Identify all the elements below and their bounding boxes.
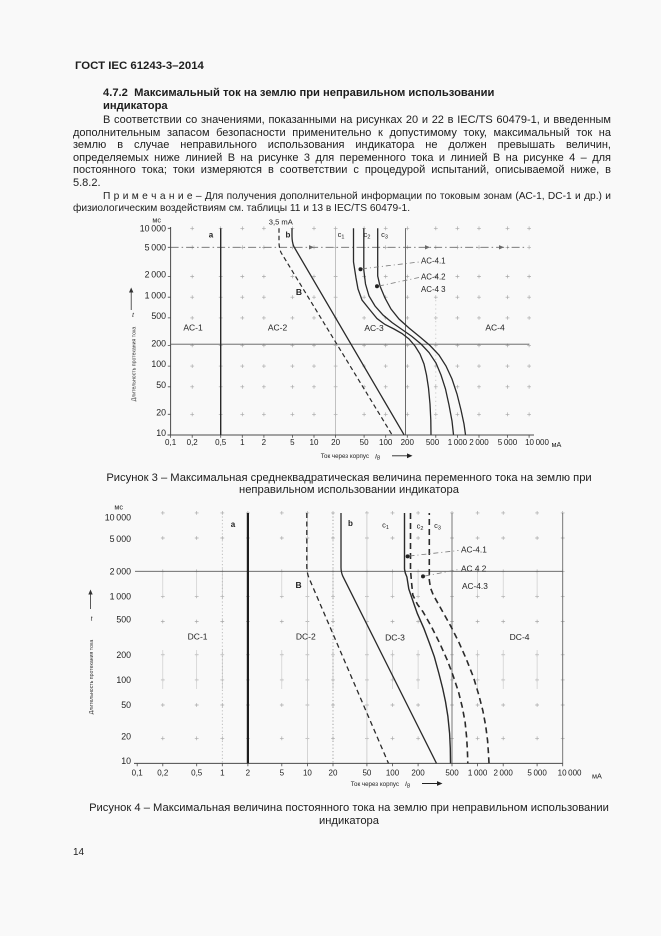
svg-text:B: B	[296, 287, 302, 297]
svg-text:мА: мА	[592, 771, 602, 780]
svg-text:50: 50	[156, 380, 166, 390]
svg-text:c2: c2	[364, 230, 371, 241]
svg-text:2 000: 2 000	[469, 438, 489, 447]
svg-text:1: 1	[220, 768, 225, 777]
svg-text:AC 4 2: AC 4 2	[461, 563, 487, 573]
svg-text:1 000: 1 000	[145, 290, 166, 300]
svg-text:500: 500	[116, 615, 131, 625]
svg-text:5 000: 5 000	[498, 438, 518, 447]
svg-text:50: 50	[362, 768, 371, 777]
svg-text:AC-2: AC-2	[268, 323, 288, 333]
svg-text:20: 20	[329, 768, 338, 777]
svg-text:t: t	[132, 312, 135, 319]
svg-text:3,5 mA: 3,5 mA	[269, 218, 294, 227]
svg-text:DC-3: DC-3	[385, 633, 405, 643]
svg-text:a: a	[231, 520, 236, 529]
svg-text:AC-3: AC-3	[364, 323, 384, 333]
svg-text:100: 100	[116, 675, 131, 685]
svg-text:1 000: 1 000	[110, 592, 131, 602]
svg-text:5 000: 5 000	[145, 242, 166, 252]
svg-text:c1: c1	[338, 230, 345, 241]
svg-text:5 000: 5 000	[110, 534, 131, 544]
svg-text:c3: c3	[434, 521, 441, 532]
svg-text:2 000: 2 000	[493, 768, 513, 777]
svg-text:500: 500	[151, 311, 166, 321]
svg-text:2: 2	[246, 768, 251, 777]
svg-text:5: 5	[290, 438, 295, 447]
svg-text:0,1: 0,1	[165, 438, 177, 447]
svg-text:AC-4.1: AC-4.1	[421, 257, 446, 266]
svg-text:2: 2	[262, 438, 267, 447]
svg-text:0,2: 0,2	[157, 768, 169, 777]
svg-text:500: 500	[445, 768, 459, 777]
svg-text:0,2: 0,2	[187, 438, 199, 447]
svg-text:200: 200	[116, 650, 131, 660]
svg-text:DC-2: DC-2	[296, 632, 316, 642]
svg-text:мс: мс	[152, 216, 161, 225]
svg-text:20: 20	[121, 732, 131, 742]
svg-text:100: 100	[379, 438, 393, 447]
svg-text:0,5: 0,5	[215, 438, 227, 447]
svg-text:AC-4: AC-4	[485, 323, 505, 333]
svg-text:1 000: 1 000	[468, 768, 488, 777]
svg-text:мА: мА	[552, 440, 562, 449]
svg-text:1 000: 1 000	[448, 438, 468, 447]
svg-text:10 000: 10 000	[525, 438, 549, 447]
svg-text:0,5: 0,5	[191, 768, 203, 777]
svg-text:5: 5	[280, 768, 285, 777]
svg-text:t: t	[91, 616, 94, 623]
svg-text:100: 100	[386, 768, 400, 777]
svg-text:Длительность протекания тока: Длительность протекания тока	[132, 327, 138, 402]
svg-text:1: 1	[240, 438, 245, 447]
svg-text:AC-4 3: AC-4 3	[421, 285, 446, 294]
svg-text:500: 500	[426, 438, 440, 447]
svg-text:2 000: 2 000	[110, 566, 131, 576]
svg-text:Ток через корпус: Ток через корпус	[321, 453, 369, 460]
svg-text:10: 10	[303, 768, 312, 777]
svg-text:200: 200	[411, 768, 425, 777]
svg-text:50: 50	[360, 438, 369, 447]
svg-text:c2: c2	[417, 522, 424, 533]
svg-text:Ток через корпус: Ток через корпус	[351, 781, 399, 788]
svg-text:B: B	[296, 580, 302, 590]
svg-text:a: a	[209, 230, 214, 239]
svg-text:10: 10	[156, 428, 166, 438]
svg-text:10 000: 10 000	[105, 512, 131, 522]
svg-text:5 000: 5 000	[527, 768, 547, 777]
svg-text:b: b	[348, 519, 353, 528]
svg-text:10 000: 10 000	[558, 768, 582, 777]
svg-text:200: 200	[401, 438, 415, 447]
svg-text:50: 50	[121, 700, 131, 710]
svg-text:0,1: 0,1	[132, 768, 144, 777]
svg-text:b: b	[286, 230, 291, 239]
svg-text:AC-4.1: AC-4.1	[461, 545, 487, 555]
svg-text:20: 20	[156, 407, 166, 417]
svg-text:DC-4: DC-4	[510, 632, 530, 642]
svg-text:c3: c3	[381, 230, 388, 241]
svg-text:Длительность протекания тока: Длительность протекания тока	[89, 640, 95, 715]
svg-text:200: 200	[151, 339, 166, 349]
svg-text:AC-1: AC-1	[183, 323, 203, 333]
svg-text:10: 10	[121, 756, 131, 766]
svg-text:10 000: 10 000	[140, 223, 166, 233]
svg-text:DC-1: DC-1	[188, 632, 208, 642]
svg-text:AC-4.2: AC-4.2	[421, 272, 446, 281]
svg-text:100: 100	[151, 359, 166, 369]
svg-text:мс: мс	[114, 503, 123, 512]
svg-text:10: 10	[310, 438, 319, 447]
svg-text:IB: IB	[405, 781, 411, 789]
svg-text:2 000: 2 000	[145, 270, 166, 280]
svg-text:c1: c1	[382, 521, 389, 532]
svg-text:AC-4.3: AC-4.3	[462, 581, 488, 591]
svg-text:IB: IB	[375, 453, 381, 461]
svg-text:20: 20	[331, 438, 340, 447]
